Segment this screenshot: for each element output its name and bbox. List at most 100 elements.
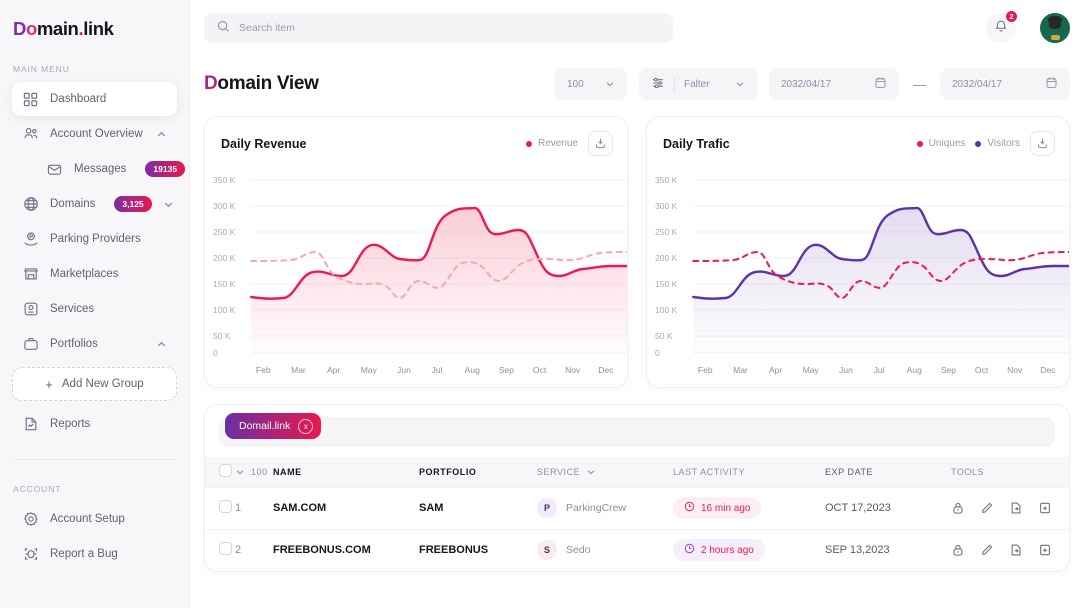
filter-chip-row: Domail.link x xyxy=(205,405,1069,457)
sidebar-item-label: Dashboard xyxy=(50,93,107,105)
sidebar-item-services[interactable]: Services xyxy=(12,292,177,326)
svg-text:Apr: Apr xyxy=(769,365,782,375)
date-to-input[interactable]: 2032/04/17 xyxy=(940,68,1070,100)
domains-table-card: Domail.link x xyxy=(204,404,1070,572)
svg-text:50 K: 50 K xyxy=(213,331,231,341)
sidebar-item-reports[interactable]: Reports xyxy=(12,407,177,441)
file-export-icon[interactable] xyxy=(1009,501,1023,515)
row-exp-date: SEP 13,2023 xyxy=(825,528,951,571)
logo-letter-d: D xyxy=(13,18,26,39)
app-logo[interactable]: Domain.link xyxy=(0,0,189,40)
header-service[interactable]: SERVICE xyxy=(537,457,673,487)
header-portfolio[interactable]: PORTFOLIO xyxy=(419,457,537,487)
service-avatar: P xyxy=(537,498,557,518)
chevron-down-icon[interactable] xyxy=(163,199,174,210)
pencil-icon[interactable] xyxy=(980,543,994,557)
save-icon xyxy=(22,301,39,318)
chevron-down-icon[interactable] xyxy=(586,467,596,477)
sidebar-item-dashboard[interactable]: Dashboard xyxy=(12,82,177,116)
avatar[interactable] xyxy=(1040,13,1070,43)
svg-text:0: 0 xyxy=(655,348,660,358)
lock-icon[interactable] xyxy=(951,501,965,515)
search-box[interactable] xyxy=(204,13,673,43)
row-checkbox-cell xyxy=(205,486,235,529)
page-title-initial: D xyxy=(204,73,218,94)
service-name: Sedo xyxy=(566,544,591,557)
notifications-button[interactable]: 2 xyxy=(986,10,1018,43)
header-name[interactable]: NAME xyxy=(273,457,419,487)
chevron-up-icon[interactable] xyxy=(156,339,167,350)
header-exp-date[interactable]: EXP DATE xyxy=(825,457,951,487)
search-input[interactable] xyxy=(239,22,660,34)
date-from-input[interactable]: 2032/04/17 xyxy=(769,68,899,100)
filter-select[interactable]: Falter xyxy=(639,68,757,100)
sidebar-item-report-a-bug[interactable]: Report a Bug xyxy=(12,537,177,571)
logo-main: main xyxy=(36,18,79,39)
sidebar-item-marketplaces[interactable]: Marketplaces xyxy=(12,257,177,291)
row-checkbox[interactable] xyxy=(219,500,232,513)
svg-text:Nov: Nov xyxy=(1007,365,1023,375)
selected-count: 100 xyxy=(251,466,268,477)
chart-title: Daily Revenue xyxy=(221,136,307,151)
calendar-icon xyxy=(1045,76,1058,92)
header-last-activity[interactable]: LAST ACTIVITY xyxy=(673,457,825,487)
sidebar-item-account-overview[interactable]: Account Overview xyxy=(12,117,177,151)
bell-icon xyxy=(994,19,1008,38)
date-to-value: 2032/04/17 xyxy=(952,78,1003,90)
sidebar-section-account: ACCOUNT xyxy=(13,484,62,494)
clock-icon xyxy=(684,543,695,557)
charts-row: Daily Revenue Revenue xyxy=(190,100,1088,388)
last-activity-text: 16 min ago xyxy=(701,502,751,514)
gear-icon xyxy=(22,511,39,528)
header-count[interactable]: 100 xyxy=(235,457,273,487)
svg-text:Oct: Oct xyxy=(975,365,989,375)
select-all-checkbox[interactable] xyxy=(219,464,232,478)
pencil-icon[interactable] xyxy=(980,501,994,515)
sidebar-item-domains[interactable]: Domains 3,125 xyxy=(12,187,177,221)
file-add-icon[interactable] xyxy=(1038,501,1052,515)
download-icon[interactable] xyxy=(1030,131,1055,156)
legend-label: Revenue xyxy=(537,138,578,149)
main-content: 2 Domain View 100 xyxy=(190,0,1088,608)
download-icon[interactable] xyxy=(588,131,613,156)
sidebar-item-label: Account Overview xyxy=(50,128,143,140)
logo-letter-o: o xyxy=(25,18,37,39)
lock-icon[interactable] xyxy=(951,543,965,557)
legend-item-uniques: Uniques xyxy=(916,138,965,149)
domains-table: 100 NAME PORTFOLIO SERVICE xyxy=(205,457,1069,571)
svg-text:Aug: Aug xyxy=(465,365,480,375)
filter-chip[interactable]: Domail.link x xyxy=(225,413,322,439)
legend-label: Visitors xyxy=(987,138,1020,149)
avatar-book xyxy=(1050,35,1060,40)
chevron-up-icon[interactable] xyxy=(156,129,167,140)
row-tools xyxy=(951,528,1069,571)
svg-text:Aug: Aug xyxy=(907,365,922,375)
legend-dot xyxy=(916,140,923,147)
row-checkbox[interactable] xyxy=(219,542,232,556)
sidebar-item-account-setup[interactable]: Account Setup xyxy=(12,502,177,536)
grid-icon xyxy=(22,91,39,108)
svg-text:May: May xyxy=(361,365,378,375)
page-size-select[interactable]: 100 xyxy=(555,68,627,100)
file-add-icon[interactable] xyxy=(1038,543,1052,557)
svg-text:Apr: Apr xyxy=(327,365,340,375)
parking-icon xyxy=(22,231,39,248)
last-activity-badge: 2 hours ago xyxy=(673,539,765,562)
file-export-icon[interactable] xyxy=(1009,543,1023,557)
legend-item-visitors: Visitors xyxy=(975,138,1020,149)
legend-item-revenue: Revenue xyxy=(525,138,578,149)
sidebar-item-portfolios[interactable]: Portfolios xyxy=(12,327,177,361)
table-row[interactable]: 1 SAM.COM SAM P ParkingCrew xyxy=(205,486,1069,529)
add-new-group-button[interactable]: + Add New Group xyxy=(12,367,177,401)
chevron-down-icon[interactable] xyxy=(235,467,245,477)
close-icon[interactable]: x xyxy=(298,418,314,434)
table-row[interactable]: 2 FREEBONUS.COM FREEBONUS S Sedo xyxy=(205,528,1069,571)
sidebar-item-parking-providers[interactable]: Parking Providers xyxy=(12,222,177,256)
row-name[interactable]: SAM.COM xyxy=(273,486,419,529)
sidebar-item-messages[interactable]: Messages 19135 xyxy=(12,152,186,186)
svg-text:May: May xyxy=(803,365,820,375)
svg-text:200 K: 200 K xyxy=(655,253,678,263)
svg-text:Jul: Jul xyxy=(432,365,443,375)
row-name[interactable]: FREEBONUS.COM xyxy=(273,528,419,571)
table-head: 100 NAME PORTFOLIO SERVICE xyxy=(205,457,1069,487)
